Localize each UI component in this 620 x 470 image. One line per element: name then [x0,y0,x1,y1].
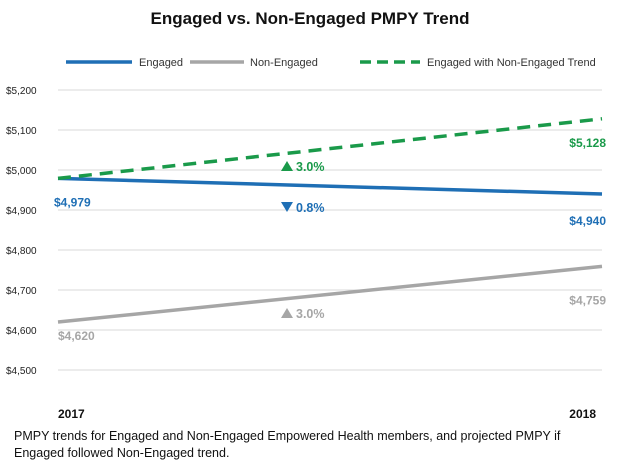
legend: Engaged Non-Engaged Engaged with Non-Eng… [66,57,596,69]
up-triangle-icon [281,161,293,171]
y-tick-label: $4,500 [6,366,37,377]
data-label: $4,940 [569,214,606,228]
y-tick-label: $5,200 [6,86,37,97]
line-chart: Engaged vs. Non-Engaged PMPY Trend Engag… [6,9,606,421]
engaged-trend-line [57,117,603,181]
chart-title: Engaged vs. Non-Engaged PMPY Trend [151,9,470,28]
change-percent-label: 3.0% [296,307,325,321]
engaged-line [57,176,603,196]
x-axis: 2017 2018 [58,407,596,421]
data-labels: $4,979 $4,940 $4,620 $4,759 $5,128 [54,136,606,343]
legend-label-non-engaged: Non-Engaged [250,57,318,69]
non-engaged-line [57,264,603,324]
legend-label-engaged: Engaged [139,57,183,69]
down-triangle-icon [281,202,293,212]
change-percent-label: 0.8% [296,201,325,215]
chart-caption: PMPY trends for Engaged and Non-Engaged … [14,429,561,460]
y-tick-label: $4,800 [6,246,37,257]
data-label: $4,759 [569,293,606,307]
y-tick-label: $4,900 [6,206,37,217]
y-tick-label: $5,000 [6,166,37,177]
x-tick-label: 2017 [58,407,85,421]
data-label: $4,979 [54,195,91,209]
y-tick-label: $4,700 [6,286,37,297]
legend-label-engaged-trend: Engaged with Non-Engaged Trend [427,57,596,69]
y-tick-label: $5,100 [6,126,37,137]
series-lines [57,117,603,324]
change-percent-label: 3.0% [296,160,325,174]
up-triangle-icon [281,308,293,318]
y-tick-label: $4,600 [6,326,37,337]
data-label: $5,128 [569,136,606,150]
y-axis: $4,500 $4,600 $4,700 $4,800 $4,900 $5,000 $5,1… [6,86,37,377]
gridlines [58,89,602,371]
x-tick-label: 2018 [569,407,596,421]
data-label: $4,620 [58,329,95,343]
change-annotations: 0.8% 3.0% 3.0% [281,160,325,321]
